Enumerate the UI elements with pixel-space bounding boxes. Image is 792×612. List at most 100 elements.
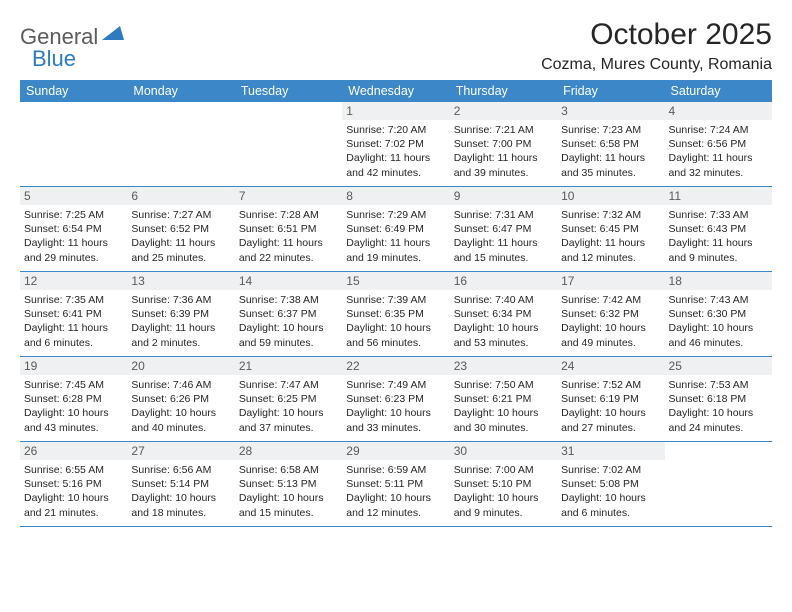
day-info: Sunrise: 7:50 AMSunset: 6:21 PMDaylight:…	[454, 378, 553, 435]
day-info: Sunrise: 7:46 AMSunset: 6:26 PMDaylight:…	[131, 378, 230, 435]
location: Cozma, Mures County, Romania	[541, 56, 772, 74]
sunset-text: Sunset: 6:19 PM	[561, 392, 660, 406]
day-number: 16	[450, 272, 557, 290]
day-number: 28	[235, 442, 342, 460]
week-row: ...1Sunrise: 7:20 AMSunset: 7:02 PMDayli…	[20, 102, 772, 187]
day-info: Sunrise: 7:43 AMSunset: 6:30 PMDaylight:…	[669, 293, 768, 350]
day-info: Sunrise: 7:32 AMSunset: 6:45 PMDaylight:…	[561, 208, 660, 265]
day-info: Sunrise: 7:02 AMSunset: 5:08 PMDaylight:…	[561, 463, 660, 520]
day-info: Sunrise: 7:49 AMSunset: 6:23 PMDaylight:…	[346, 378, 445, 435]
daylight-text: Daylight: 10 hours and 53 minutes.	[454, 321, 553, 349]
day-number: 18	[665, 272, 772, 290]
day-cell: 11Sunrise: 7:33 AMSunset: 6:43 PMDayligh…	[665, 187, 772, 271]
sunrise-text: Sunrise: 7:46 AM	[131, 378, 230, 392]
day-number: 15	[342, 272, 449, 290]
day-number: 23	[450, 357, 557, 375]
daylight-text: Daylight: 11 hours and 15 minutes.	[454, 236, 553, 264]
day-cell: 21Sunrise: 7:47 AMSunset: 6:25 PMDayligh…	[235, 357, 342, 441]
sunrise-text: Sunrise: 7:47 AM	[239, 378, 338, 392]
day-header-fri: Friday	[557, 80, 664, 102]
day-number: 14	[235, 272, 342, 290]
daylight-text: Daylight: 10 hours and 30 minutes.	[454, 406, 553, 434]
sunrise-text: Sunrise: 7:25 AM	[24, 208, 123, 222]
sunset-text: Sunset: 6:52 PM	[131, 222, 230, 236]
day-cell: .	[665, 442, 772, 526]
header: General October 2025 Cozma, Mures County…	[20, 18, 772, 74]
daylight-text: Daylight: 11 hours and 22 minutes.	[239, 236, 338, 264]
day-info: Sunrise: 7:21 AMSunset: 7:00 PMDaylight:…	[454, 123, 553, 180]
sunrise-text: Sunrise: 7:29 AM	[346, 208, 445, 222]
sunset-text: Sunset: 5:10 PM	[454, 477, 553, 491]
day-cell: 2 Sunrise: 7:21 AMSunset: 7:00 PMDaylight…	[450, 102, 557, 186]
sunrise-text: Sunrise: 7:31 AM	[454, 208, 553, 222]
sunrise-text: Sunrise: 7:32 AM	[561, 208, 660, 222]
day-number: 2	[450, 102, 557, 120]
day-cell: 27Sunrise: 6:56 AMSunset: 5:14 PMDayligh…	[127, 442, 234, 526]
day-header-thu: Thursday	[450, 80, 557, 102]
sunset-text: Sunset: 6:37 PM	[239, 307, 338, 321]
sunset-text: Sunset: 6:41 PM	[24, 307, 123, 321]
daylight-text: Daylight: 10 hours and 12 minutes.	[346, 491, 445, 519]
sunrise-text: Sunrise: 7:38 AM	[239, 293, 338, 307]
day-number: 21	[235, 357, 342, 375]
day-cell: 9 Sunrise: 7:31 AMSunset: 6:47 PMDaylight…	[450, 187, 557, 271]
daylight-text: Daylight: 10 hours and 18 minutes.	[131, 491, 230, 519]
day-number: 31	[557, 442, 664, 460]
daylight-text: Daylight: 10 hours and 46 minutes.	[669, 321, 768, 349]
daylight-text: Daylight: 10 hours and 6 minutes.	[561, 491, 660, 519]
day-cell: 16Sunrise: 7:40 AMSunset: 6:34 PMDayligh…	[450, 272, 557, 356]
daylight-text: Daylight: 10 hours and 56 minutes.	[346, 321, 445, 349]
day-cell: 6Sunrise: 7:27 AMSunset: 6:52 PMDaylight…	[127, 187, 234, 271]
sunrise-text: Sunrise: 7:23 AM	[561, 123, 660, 137]
sunset-text: Sunset: 6:23 PM	[346, 392, 445, 406]
sunrise-text: Sunrise: 7:02 AM	[561, 463, 660, 477]
sunrise-text: Sunrise: 7:40 AM	[454, 293, 553, 307]
day-number: 22	[342, 357, 449, 375]
day-cell: 22 Sunrise: 7:49 AMSunset: 6:23 PMDayligh…	[342, 357, 449, 441]
day-number: 9	[450, 187, 557, 205]
day-info: Sunrise: 7:25 AMSunset: 6:54 PMDaylight:…	[24, 208, 123, 265]
day-info: Sunrise: 7:45 AMSunset: 6:28 PMDaylight:…	[24, 378, 123, 435]
day-info: Sunrise: 7:36 AMSunset: 6:39 PMDaylight:…	[131, 293, 230, 350]
day-cell: 30Sunrise: 7:00 AMSunset: 5:10 PMDayligh…	[450, 442, 557, 526]
day-info: Sunrise: 7:38 AMSunset: 6:37 PMDaylight:…	[239, 293, 338, 350]
daylight-text: Daylight: 10 hours and 21 minutes.	[24, 491, 123, 519]
week-row: 12Sunrise: 7:35 AMSunset: 6:41 PMDayligh…	[20, 272, 772, 357]
sunrise-text: Sunrise: 6:56 AM	[131, 463, 230, 477]
sunset-text: Sunset: 6:18 PM	[669, 392, 768, 406]
day-number: 5	[20, 187, 127, 205]
sunrise-text: Sunrise: 7:36 AM	[131, 293, 230, 307]
week-row: 5 Sunrise: 7:25 AMSunset: 6:54 PMDaylight…	[20, 187, 772, 272]
day-number: 19	[20, 357, 127, 375]
day-info: Sunrise: 7:31 AMSunset: 6:47 PMDaylight:…	[454, 208, 553, 265]
day-info: Sunrise: 7:52 AMSunset: 6:19 PMDaylight:…	[561, 378, 660, 435]
day-cell: .	[235, 102, 342, 186]
sunrise-text: Sunrise: 7:24 AM	[669, 123, 768, 137]
day-cell: 25Sunrise: 7:53 AMSunset: 6:18 PMDayligh…	[665, 357, 772, 441]
sunrise-text: Sunrise: 7:49 AM	[346, 378, 445, 392]
day-info: Sunrise: 7:42 AMSunset: 6:32 PMDaylight:…	[561, 293, 660, 350]
sunrise-text: Sunrise: 7:39 AM	[346, 293, 445, 307]
day-cell: 1Sunrise: 7:20 AMSunset: 7:02 PMDaylight…	[342, 102, 449, 186]
day-cell: 5 Sunrise: 7:25 AMSunset: 6:54 PMDaylight…	[20, 187, 127, 271]
day-cell: 24Sunrise: 7:52 AMSunset: 6:19 PMDayligh…	[557, 357, 664, 441]
daylight-text: Daylight: 10 hours and 9 minutes.	[454, 491, 553, 519]
daylight-text: Daylight: 10 hours and 37 minutes.	[239, 406, 338, 434]
day-info: Sunrise: 7:39 AMSunset: 6:35 PMDaylight:…	[346, 293, 445, 350]
sunset-text: Sunset: 6:51 PM	[239, 222, 338, 236]
month-title: October 2025	[541, 18, 772, 52]
day-number: 11	[665, 187, 772, 205]
day-number: 29	[342, 442, 449, 460]
sunrise-text: Sunrise: 6:58 AM	[239, 463, 338, 477]
calendar: Sunday Monday Tuesday Wednesday Thursday…	[20, 80, 772, 527]
day-cell: 14 Sunrise: 7:38 AMSunset: 6:37 PMDayligh…	[235, 272, 342, 356]
day-cell: 13Sunrise: 7:36 AMSunset: 6:39 PMDayligh…	[127, 272, 234, 356]
sunset-text: Sunset: 5:16 PM	[24, 477, 123, 491]
daylight-text: Daylight: 10 hours and 15 minutes.	[239, 491, 338, 519]
sunrise-text: Sunrise: 7:35 AM	[24, 293, 123, 307]
sunset-text: Sunset: 6:30 PM	[669, 307, 768, 321]
day-info: Sunrise: 6:59 AMSunset: 5:11 PMDaylight:…	[346, 463, 445, 520]
sunrise-text: Sunrise: 7:20 AM	[346, 123, 445, 137]
sunset-text: Sunset: 6:47 PM	[454, 222, 553, 236]
day-cell: 4Sunrise: 7:24 AMSunset: 6:56 PMDaylight…	[665, 102, 772, 186]
